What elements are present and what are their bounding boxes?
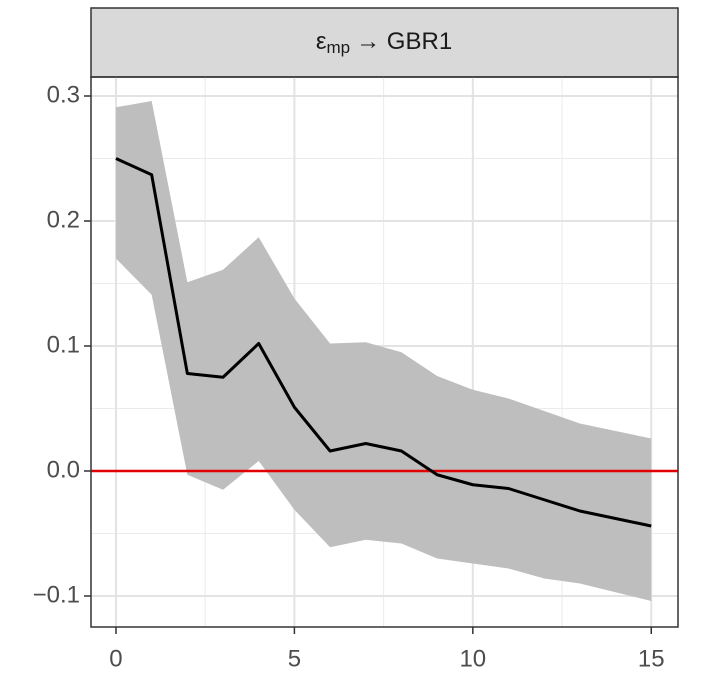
y-tick-label: 0.1 [47,331,80,358]
line [115,157,652,528]
y-tick-label: 0.2 [47,206,80,233]
y-tick-label: 0.0 [47,456,80,483]
strip-title: εmp → GBR1 [316,28,452,57]
x-tick-label: 5 [288,645,301,672]
x-tick-label: 15 [638,645,665,672]
title-rest: → GBR1 [356,28,452,55]
confidence-band [115,101,652,601]
panel-border [90,76,679,628]
x-tick-label: 0 [109,645,122,672]
y-tick-label: 0.3 [47,81,80,108]
y-tick-label: −0.1 [33,581,80,608]
title-symbol: ε [316,28,327,55]
facet-strip [90,7,679,78]
x-tick-label: 10 [459,645,486,672]
title-subscript: mp [327,38,351,57]
